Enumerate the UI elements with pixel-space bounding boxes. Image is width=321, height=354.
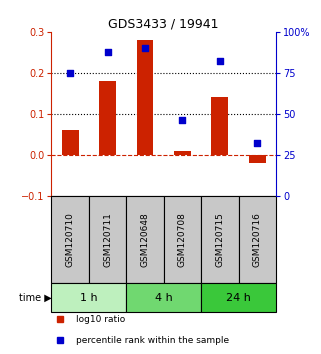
- Bar: [201, 195, 239, 283]
- Text: percentile rank within the sample: percentile rank within the sample: [76, 336, 229, 345]
- Bar: [239, 195, 276, 283]
- Bar: [62, 130, 79, 155]
- Point: [180, 118, 185, 123]
- Bar: [249, 155, 266, 163]
- Text: 24 h: 24 h: [226, 293, 251, 303]
- Text: GSM120648: GSM120648: [141, 212, 150, 267]
- Text: time ▶: time ▶: [19, 293, 51, 303]
- Point: [105, 48, 110, 54]
- Bar: [164, 195, 201, 283]
- Text: GSM120716: GSM120716: [253, 212, 262, 267]
- Point: [143, 45, 148, 51]
- Text: GSM120715: GSM120715: [215, 212, 224, 267]
- Text: 1 h: 1 h: [80, 293, 98, 303]
- Bar: [126, 283, 201, 313]
- Text: 4 h: 4 h: [155, 293, 173, 303]
- Point: [67, 70, 73, 76]
- Text: GSM120710: GSM120710: [65, 212, 74, 267]
- Bar: [89, 195, 126, 283]
- Title: GDS3433 / 19941: GDS3433 / 19941: [108, 18, 219, 31]
- Text: GSM120708: GSM120708: [178, 212, 187, 267]
- Bar: [174, 150, 191, 155]
- Bar: [126, 195, 164, 283]
- Text: log10 ratio: log10 ratio: [76, 315, 125, 324]
- Bar: [51, 283, 126, 313]
- Point: [217, 58, 222, 64]
- Bar: [136, 40, 153, 155]
- Text: GSM120711: GSM120711: [103, 212, 112, 267]
- Bar: [99, 81, 116, 155]
- Bar: [212, 97, 228, 155]
- Bar: [51, 195, 89, 283]
- Point: [255, 140, 260, 146]
- Bar: [201, 283, 276, 313]
